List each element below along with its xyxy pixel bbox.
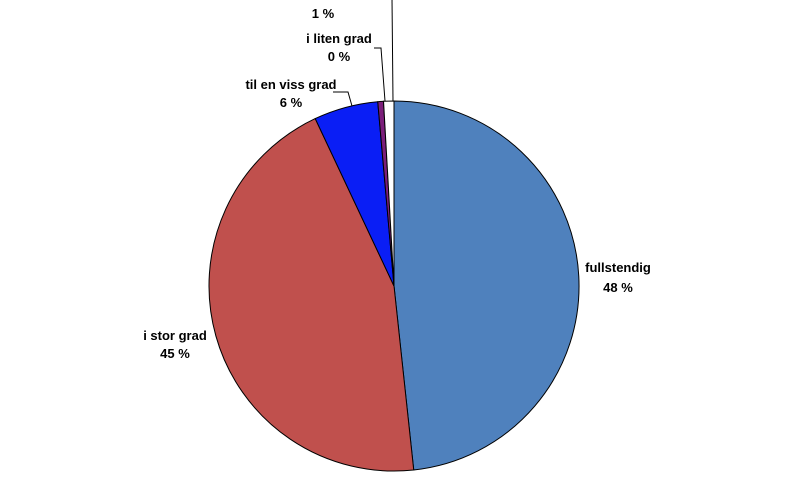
- slice-label-2: i stor grad: [143, 328, 207, 343]
- slice-value-label-3: 6 %: [280, 95, 303, 110]
- pie-slices: [208, 100, 580, 472]
- leader-line-5: [391, 0, 394, 102]
- slice-value-label-5: 1 %: [312, 6, 335, 21]
- leader-line-4: [374, 47, 386, 102]
- slice-value-label-1: 48 %: [603, 280, 633, 295]
- slice-label-1: fullstendig: [585, 260, 651, 275]
- pie-slice-1: [393, 100, 580, 471]
- slice-value-label-4: 0 %: [328, 49, 351, 64]
- slice-value-label-2: 45 %: [160, 346, 190, 361]
- slice-label-3: til en viss grad: [245, 77, 336, 92]
- leader-lines: [333, 0, 394, 107]
- pie-slice-5: [383, 100, 395, 287]
- slice-labels: fullstendig 48 % i stor grad 45 % til en vis…: [143, 6, 651, 361]
- pie-slice-2: [208, 117, 415, 472]
- slice-label-4: i liten grad: [306, 31, 372, 46]
- leader-line-3: [333, 91, 353, 107]
